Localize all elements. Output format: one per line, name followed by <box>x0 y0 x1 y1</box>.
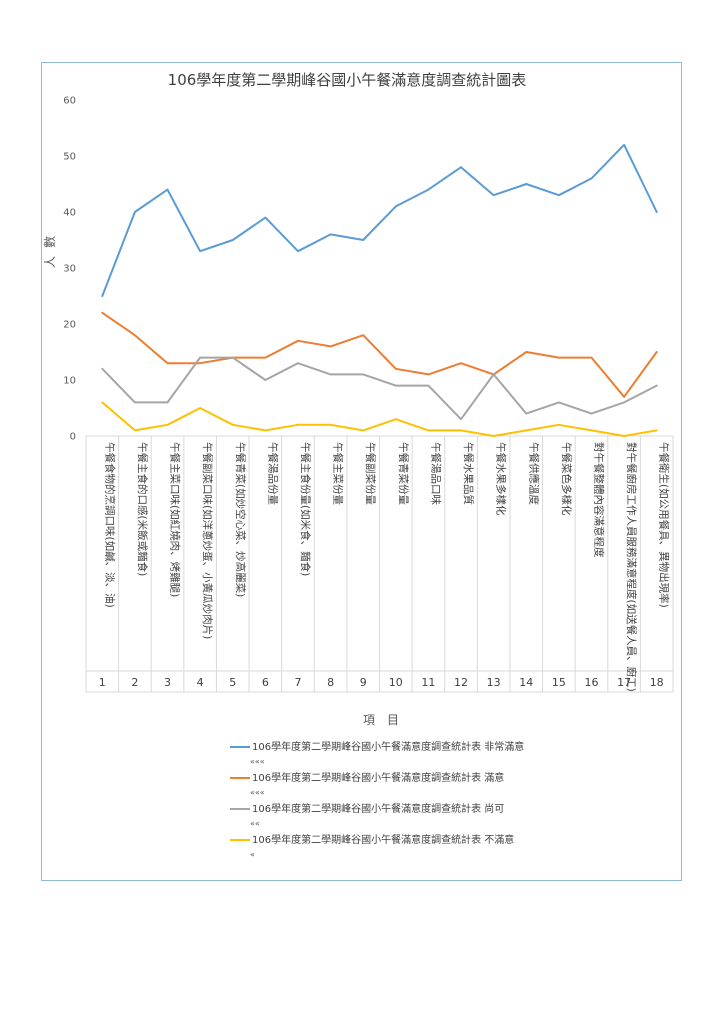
category-number: 16 <box>584 676 598 689</box>
legend-entry: 106學年度第二學期峰谷國小午餐滿意度調查統計表 不滿意 <box>252 833 514 846</box>
category-label: 對午餐整體內容滿意程度 <box>592 442 605 558</box>
series-line-3 <box>101 356 658 421</box>
category-label: 午餐副菜份量 <box>364 442 377 505</box>
legend-entry: 106學年度第二學期峰谷國小午餐滿意度調查統計表 尚可 <box>252 802 504 815</box>
category-label: 午餐菜色多樣化 <box>560 442 573 516</box>
chart-title: 106學年度第二學期峰谷國小午餐滿意度調查統計圖表 <box>168 71 527 89</box>
line-chart: 106學年度第二學期峰谷國小午餐滿意度調查統計圖表 人數 項 目 0102030… <box>43 71 674 859</box>
series-lines <box>101 143 658 437</box>
category-number: 17 <box>617 676 631 689</box>
category-label: 午餐水果多樣化 <box>495 442 508 516</box>
legend-entry: 106學年度第二學期峰谷國小午餐滿意度調查統計表 滿意 <box>252 771 504 784</box>
category-label: 對午餐廚房工作人員服務滿意程度(如送餐人員、廚工) <box>625 442 638 692</box>
category-grid <box>85 435 674 693</box>
category-number: 14 <box>519 676 533 689</box>
category-number: 10 <box>389 676 403 689</box>
y-axis-ticks: 0 10 20 30 40 50 60 <box>63 96 76 443</box>
category-number: 6 <box>262 676 269 689</box>
y-tick-label: 50 <box>63 152 76 163</box>
legend-note: ««« <box>250 757 265 766</box>
series-line-4 <box>101 401 658 437</box>
category-number: 9 <box>360 676 367 689</box>
category-number: 13 <box>487 676 501 689</box>
y-tick-label: 30 <box>63 264 76 275</box>
category-number: 1 <box>99 676 106 689</box>
category-labels: 午餐食物的烹調口味(如鹹、淡、油) 1 午餐主食的口感(米飯或麵食) 2 午餐主菜口味(… <box>99 442 671 692</box>
category-label: 午餐青菜份量 <box>397 442 410 505</box>
category-number: 7 <box>294 676 301 689</box>
chart-frame: 106學年度第二學期峰谷國小午餐滿意度調查統計圖表 人數 項 目 0 10 20 30… <box>41 62 682 881</box>
category-label: 午餐主食的口感(米飯或麵食) <box>136 442 149 576</box>
legend-entry: 106學年度第二學期峰谷國小午餐滿意度調查統計表 非常滿意 <box>252 740 524 753</box>
series-line-1 <box>101 143 658 297</box>
y-tick-label: 40 <box>63 208 76 219</box>
series-line-2 <box>101 311 658 398</box>
category-label: 午餐食物的烹調口味(如鹹、淡、油) <box>103 442 116 608</box>
category-number: 4 <box>197 676 204 689</box>
category-number: 8 <box>327 676 334 689</box>
category-number: 2 <box>131 676 138 689</box>
x-axis-title: 項 目 <box>363 713 399 727</box>
category-label: 午餐主食份量(如米食、麵食) <box>299 442 312 576</box>
category-label: 午餐副菜口味(如洋蔥炒蛋、小黃瓜炒肉片) <box>201 442 214 639</box>
y-axis-title: 人數 <box>43 228 57 268</box>
category-number: 18 <box>650 676 664 689</box>
legend: 106學年度第二學期峰谷國小午餐滿意度調查統計表 非常滿意«««106學年度第二… <box>230 740 524 859</box>
legend-note: ««« <box>250 788 265 797</box>
category-label: 午餐供應溫度 <box>527 442 540 505</box>
y-tick-label: 20 <box>63 320 76 331</box>
category-label: 午餐湯品口味 <box>429 442 442 505</box>
legend-note: « <box>250 850 255 859</box>
category-label: 午餐青菜(如炒空心菜、炒高麗菜) <box>234 442 247 597</box>
category-label: 午餐水果品質 <box>462 442 475 505</box>
y-tick-label: 0 <box>70 432 76 443</box>
category-label: 午餐湯品份量 <box>266 442 279 505</box>
category-number: 12 <box>454 676 468 689</box>
category-number: 3 <box>164 676 171 689</box>
y-tick-label: 60 <box>63 96 76 107</box>
category-label: 午餐衛生(如公用餐具、異物出現率) <box>658 442 671 608</box>
category-label: 午餐主菜份量 <box>332 442 345 505</box>
category-number: 11 <box>421 676 435 689</box>
category-label: 午餐主菜口味(如紅燒肉、烤雞腿) <box>169 442 182 597</box>
category-number: 15 <box>552 676 566 689</box>
category-number: 5 <box>229 676 236 689</box>
legend-note: «« <box>250 819 260 828</box>
y-tick-label: 10 <box>63 376 76 387</box>
